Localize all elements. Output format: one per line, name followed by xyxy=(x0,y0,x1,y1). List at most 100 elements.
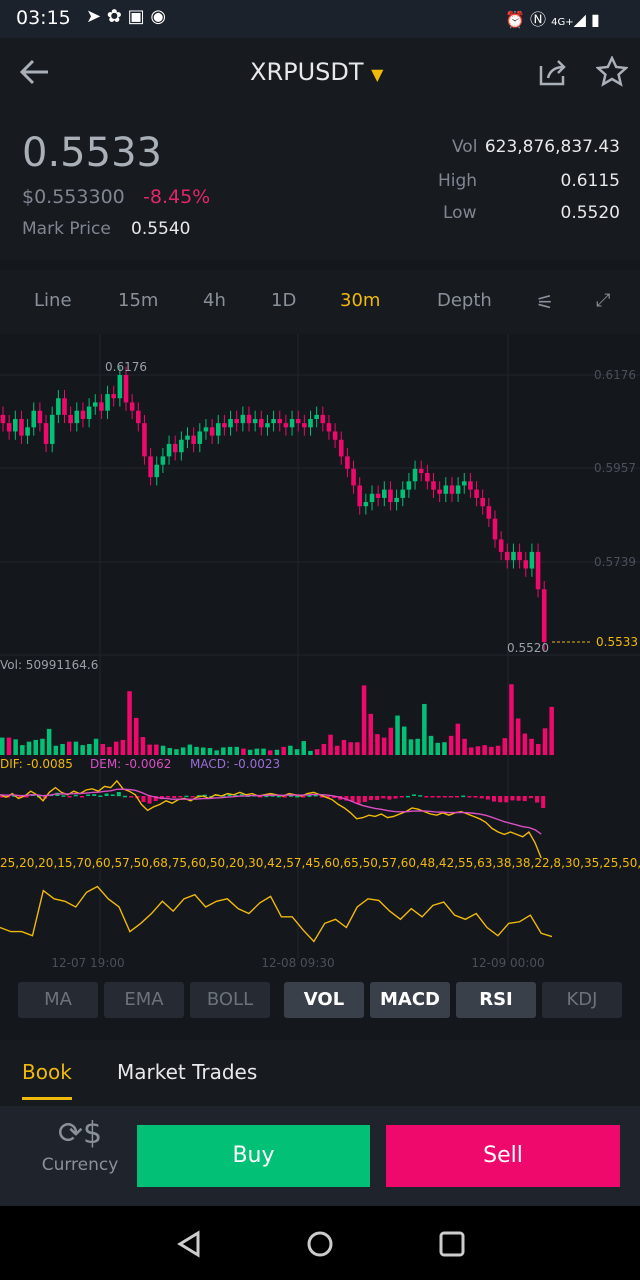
macd-histogram-bar xyxy=(166,796,171,798)
macd-histogram-bar xyxy=(276,795,281,798)
tab-30m[interactable]: 30m xyxy=(340,290,381,311)
volume-bar xyxy=(147,744,152,755)
candle-body xyxy=(74,410,80,424)
macd-histogram-bar xyxy=(289,795,294,797)
macd-histogram-bar xyxy=(172,796,177,799)
fullscreen-icon[interactable]: ⤢ xyxy=(596,290,611,311)
macd-histogram-bar xyxy=(202,794,207,797)
recents-square-icon[interactable] xyxy=(438,1230,466,1258)
macd-histogram-bar xyxy=(141,796,146,802)
macd-histogram-bar xyxy=(184,795,189,798)
macd-histogram-bar xyxy=(504,796,509,803)
macd-histogram-bar xyxy=(79,796,84,798)
indicator-ma[interactable]: MA xyxy=(18,982,98,1018)
sell-button[interactable]: Sell xyxy=(386,1125,620,1187)
indicator-boll[interactable]: BOLL xyxy=(190,982,270,1018)
tab-market-trades[interactable]: Market Trades xyxy=(117,1060,258,1084)
volume-bar xyxy=(93,738,99,755)
volume-bar xyxy=(388,727,394,755)
ticker-header: XRPUSDT ▼ 0.5533 $0.553300 -8.45% Mark P… xyxy=(0,38,640,260)
tab-15m[interactable]: 15m xyxy=(118,290,159,311)
candle-body xyxy=(191,435,196,444)
volume-bar xyxy=(241,748,246,755)
home-circle-icon[interactable] xyxy=(306,1230,334,1258)
indicator-vol[interactable]: VOL xyxy=(284,982,364,1018)
candle-body xyxy=(209,427,215,436)
volume-bar xyxy=(194,746,199,755)
candle-body xyxy=(240,414,246,424)
volume-bar xyxy=(536,743,541,755)
candle-body xyxy=(437,489,442,494)
macd-histogram-bar xyxy=(442,796,447,798)
volume-bar xyxy=(254,748,260,755)
volume-bar xyxy=(495,745,501,755)
macd-histogram-bar xyxy=(307,795,312,797)
candle-body xyxy=(6,423,12,432)
macd-histogram-bar xyxy=(0,796,4,798)
macd-histogram-bar xyxy=(418,795,423,797)
candle-body xyxy=(351,468,356,486)
volume-bar xyxy=(107,746,112,755)
candle-body xyxy=(234,419,239,424)
candle-body xyxy=(197,431,203,444)
tab-4h[interactable]: 4h xyxy=(203,290,226,311)
time-axis-label: 12-07 19:00 xyxy=(51,956,124,970)
volume-bar xyxy=(422,703,427,755)
candle-body xyxy=(474,489,479,498)
active-tab-underline xyxy=(22,1097,72,1100)
candle-body xyxy=(185,435,190,440)
indicator-ema[interactable]: EMA xyxy=(104,982,184,1018)
macd-histogram-bar xyxy=(467,796,472,798)
macd-histogram-bar xyxy=(282,796,287,798)
volume-bar xyxy=(308,750,313,755)
tab-line[interactable]: Line xyxy=(34,290,72,311)
macd-histogram-bar xyxy=(498,796,503,803)
tab-depth[interactable]: Depth xyxy=(437,290,492,311)
min-price-label: 0.5520 xyxy=(507,641,549,655)
macd-histogram-bar xyxy=(104,793,109,796)
volume-bar xyxy=(20,745,25,755)
macd-histogram-bar xyxy=(461,795,466,798)
arrow-left-icon[interactable] xyxy=(18,58,50,86)
indicator-kdj[interactable]: KDJ xyxy=(542,982,622,1018)
star-icon[interactable] xyxy=(596,56,628,88)
candle-body xyxy=(80,410,86,420)
candle-body xyxy=(203,427,209,432)
macd-histogram-bar xyxy=(375,796,380,800)
candle-body xyxy=(523,560,529,569)
candle-body xyxy=(492,518,498,540)
high-label: High xyxy=(438,171,478,191)
settings-sliders-icon[interactable]: ⚟ xyxy=(536,290,554,314)
candle-body xyxy=(228,419,233,428)
candle-body xyxy=(529,551,535,569)
candle-body xyxy=(25,427,30,436)
candle-body xyxy=(123,375,129,403)
symbol-selector[interactable]: XRPUSDT ▼ xyxy=(250,58,383,86)
kline-chart[interactable]: 0.6176 0.5957 0.5739 0.6176 0.5520 0.5533 Vol:… xyxy=(0,334,640,974)
vol-value: 623,876,837.43 xyxy=(484,137,620,157)
share-icon[interactable] xyxy=(538,58,568,86)
rsi-line xyxy=(0,885,553,943)
candle-body xyxy=(166,443,172,457)
volume-bar xyxy=(375,734,380,755)
time-axis-label: 12-09 00:00 xyxy=(471,956,544,970)
clock: 03:15 xyxy=(16,7,71,29)
macd-histogram-bar xyxy=(116,792,121,797)
volume-bar xyxy=(214,750,219,755)
currency-button[interactable]: ⟳$ Currency xyxy=(30,1116,130,1175)
buy-button[interactable]: Buy xyxy=(137,1125,370,1187)
macd-histogram-bar xyxy=(270,795,275,797)
volume-bar xyxy=(368,713,373,755)
max-price-label: 0.6176 xyxy=(105,360,147,374)
volume-bar xyxy=(0,737,5,755)
macd-histogram-bar xyxy=(313,794,318,797)
candle-body xyxy=(271,419,276,424)
tab-1d[interactable]: 1D xyxy=(271,290,297,311)
tab-book[interactable]: Book xyxy=(22,1060,72,1084)
indicator-macd[interactable]: MACD xyxy=(370,982,450,1018)
indicator-rsi[interactable]: RSI xyxy=(456,982,536,1018)
volume-bar xyxy=(341,739,347,755)
back-triangle-icon[interactable] xyxy=(176,1230,202,1258)
indicator-bar: MA EMA BOLL VOL MACD RSI KDJ xyxy=(0,982,640,1022)
candle-body xyxy=(431,481,436,490)
